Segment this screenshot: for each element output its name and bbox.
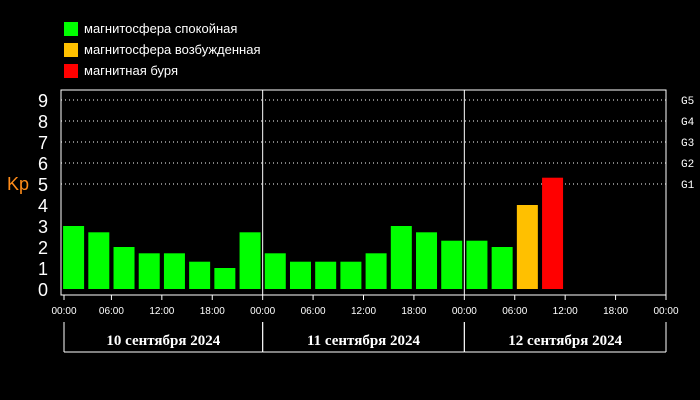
x-tick-label: 12:00 <box>149 306 174 317</box>
kp-bar <box>289 261 311 289</box>
legend-label-quiet: магнитосфера спокойная <box>84 21 238 36</box>
g-level-label: G1 <box>681 180 695 192</box>
x-tick-label: 00:00 <box>250 306 275 317</box>
kp-bar <box>416 232 438 289</box>
legend-swatch-active <box>64 42 78 57</box>
x-tick-label: 00:00 <box>452 306 477 317</box>
y-tick-label: 4 <box>38 196 48 216</box>
y-tick-label: 0 <box>38 280 48 300</box>
legend-item-active: магнитосфера возбужденная <box>64 39 261 60</box>
day-label: 10 сентября 2024 <box>106 333 220 349</box>
kp-bar <box>239 232 261 289</box>
x-tick-label: 00:00 <box>653 306 678 317</box>
kp-bar <box>390 226 412 289</box>
x-tick-label: 06:00 <box>502 306 527 317</box>
legend-swatch-quiet <box>64 21 78 36</box>
y-tick-label: 3 <box>38 217 48 237</box>
legend-swatch-storm <box>64 63 78 78</box>
day-label: 11 сентября 2024 <box>307 333 421 349</box>
x-tick-label: 12:00 <box>351 306 376 317</box>
kp-bar <box>365 253 387 289</box>
kp-bar <box>516 205 538 289</box>
kp-bar <box>189 261 211 289</box>
y-tick-label: 8 <box>38 112 48 132</box>
g-level-label: G2 <box>681 159 694 171</box>
kp-bar <box>163 253 185 289</box>
kp-bar <box>315 261 337 289</box>
x-tick-label: 12:00 <box>553 306 578 317</box>
g-level-label: G4 <box>681 117 695 129</box>
kp-bar <box>63 226 85 289</box>
legend: магнитосфера спокойная магнитосфера возб… <box>64 18 261 81</box>
x-tick-label: 18:00 <box>401 306 426 317</box>
x-tick-label: 00:00 <box>51 306 76 317</box>
y-tick-label: 9 <box>38 91 48 111</box>
y-tick-label: 6 <box>38 154 48 174</box>
kp-bar <box>542 177 564 289</box>
g-level-label: G3 <box>681 138 694 150</box>
y-tick-label: 7 <box>38 133 48 153</box>
kp-bar <box>441 240 463 289</box>
legend-label-storm: магнитная буря <box>84 63 179 78</box>
x-tick-label: 18:00 <box>200 306 225 317</box>
legend-label-active: магнитосфера возбужденная <box>84 42 261 57</box>
x-tick-label: 18:00 <box>603 306 628 317</box>
kp-bar <box>340 261 362 289</box>
kp-bar <box>264 253 286 289</box>
x-tick-label: 06:00 <box>301 306 326 317</box>
kp-bar <box>466 240 488 289</box>
legend-item-storm: магнитная буря <box>64 60 261 81</box>
y-tick-label: 2 <box>38 238 48 258</box>
g-level-label: G5 <box>681 96 694 108</box>
y-axis-label: Kp <box>7 174 29 194</box>
day-label: 12 сентября 2024 <box>508 333 622 349</box>
kp-bar <box>491 247 513 289</box>
y-tick-label: 5 <box>38 175 48 195</box>
kp-bar <box>138 253 160 289</box>
x-tick-label: 06:00 <box>99 306 124 317</box>
kp-bar <box>88 232 110 289</box>
kp-bar <box>113 247 135 289</box>
y-tick-label: 1 <box>38 259 48 279</box>
legend-item-quiet: магнитосфера спокойная <box>64 18 261 39</box>
kp-bar <box>214 268 236 289</box>
